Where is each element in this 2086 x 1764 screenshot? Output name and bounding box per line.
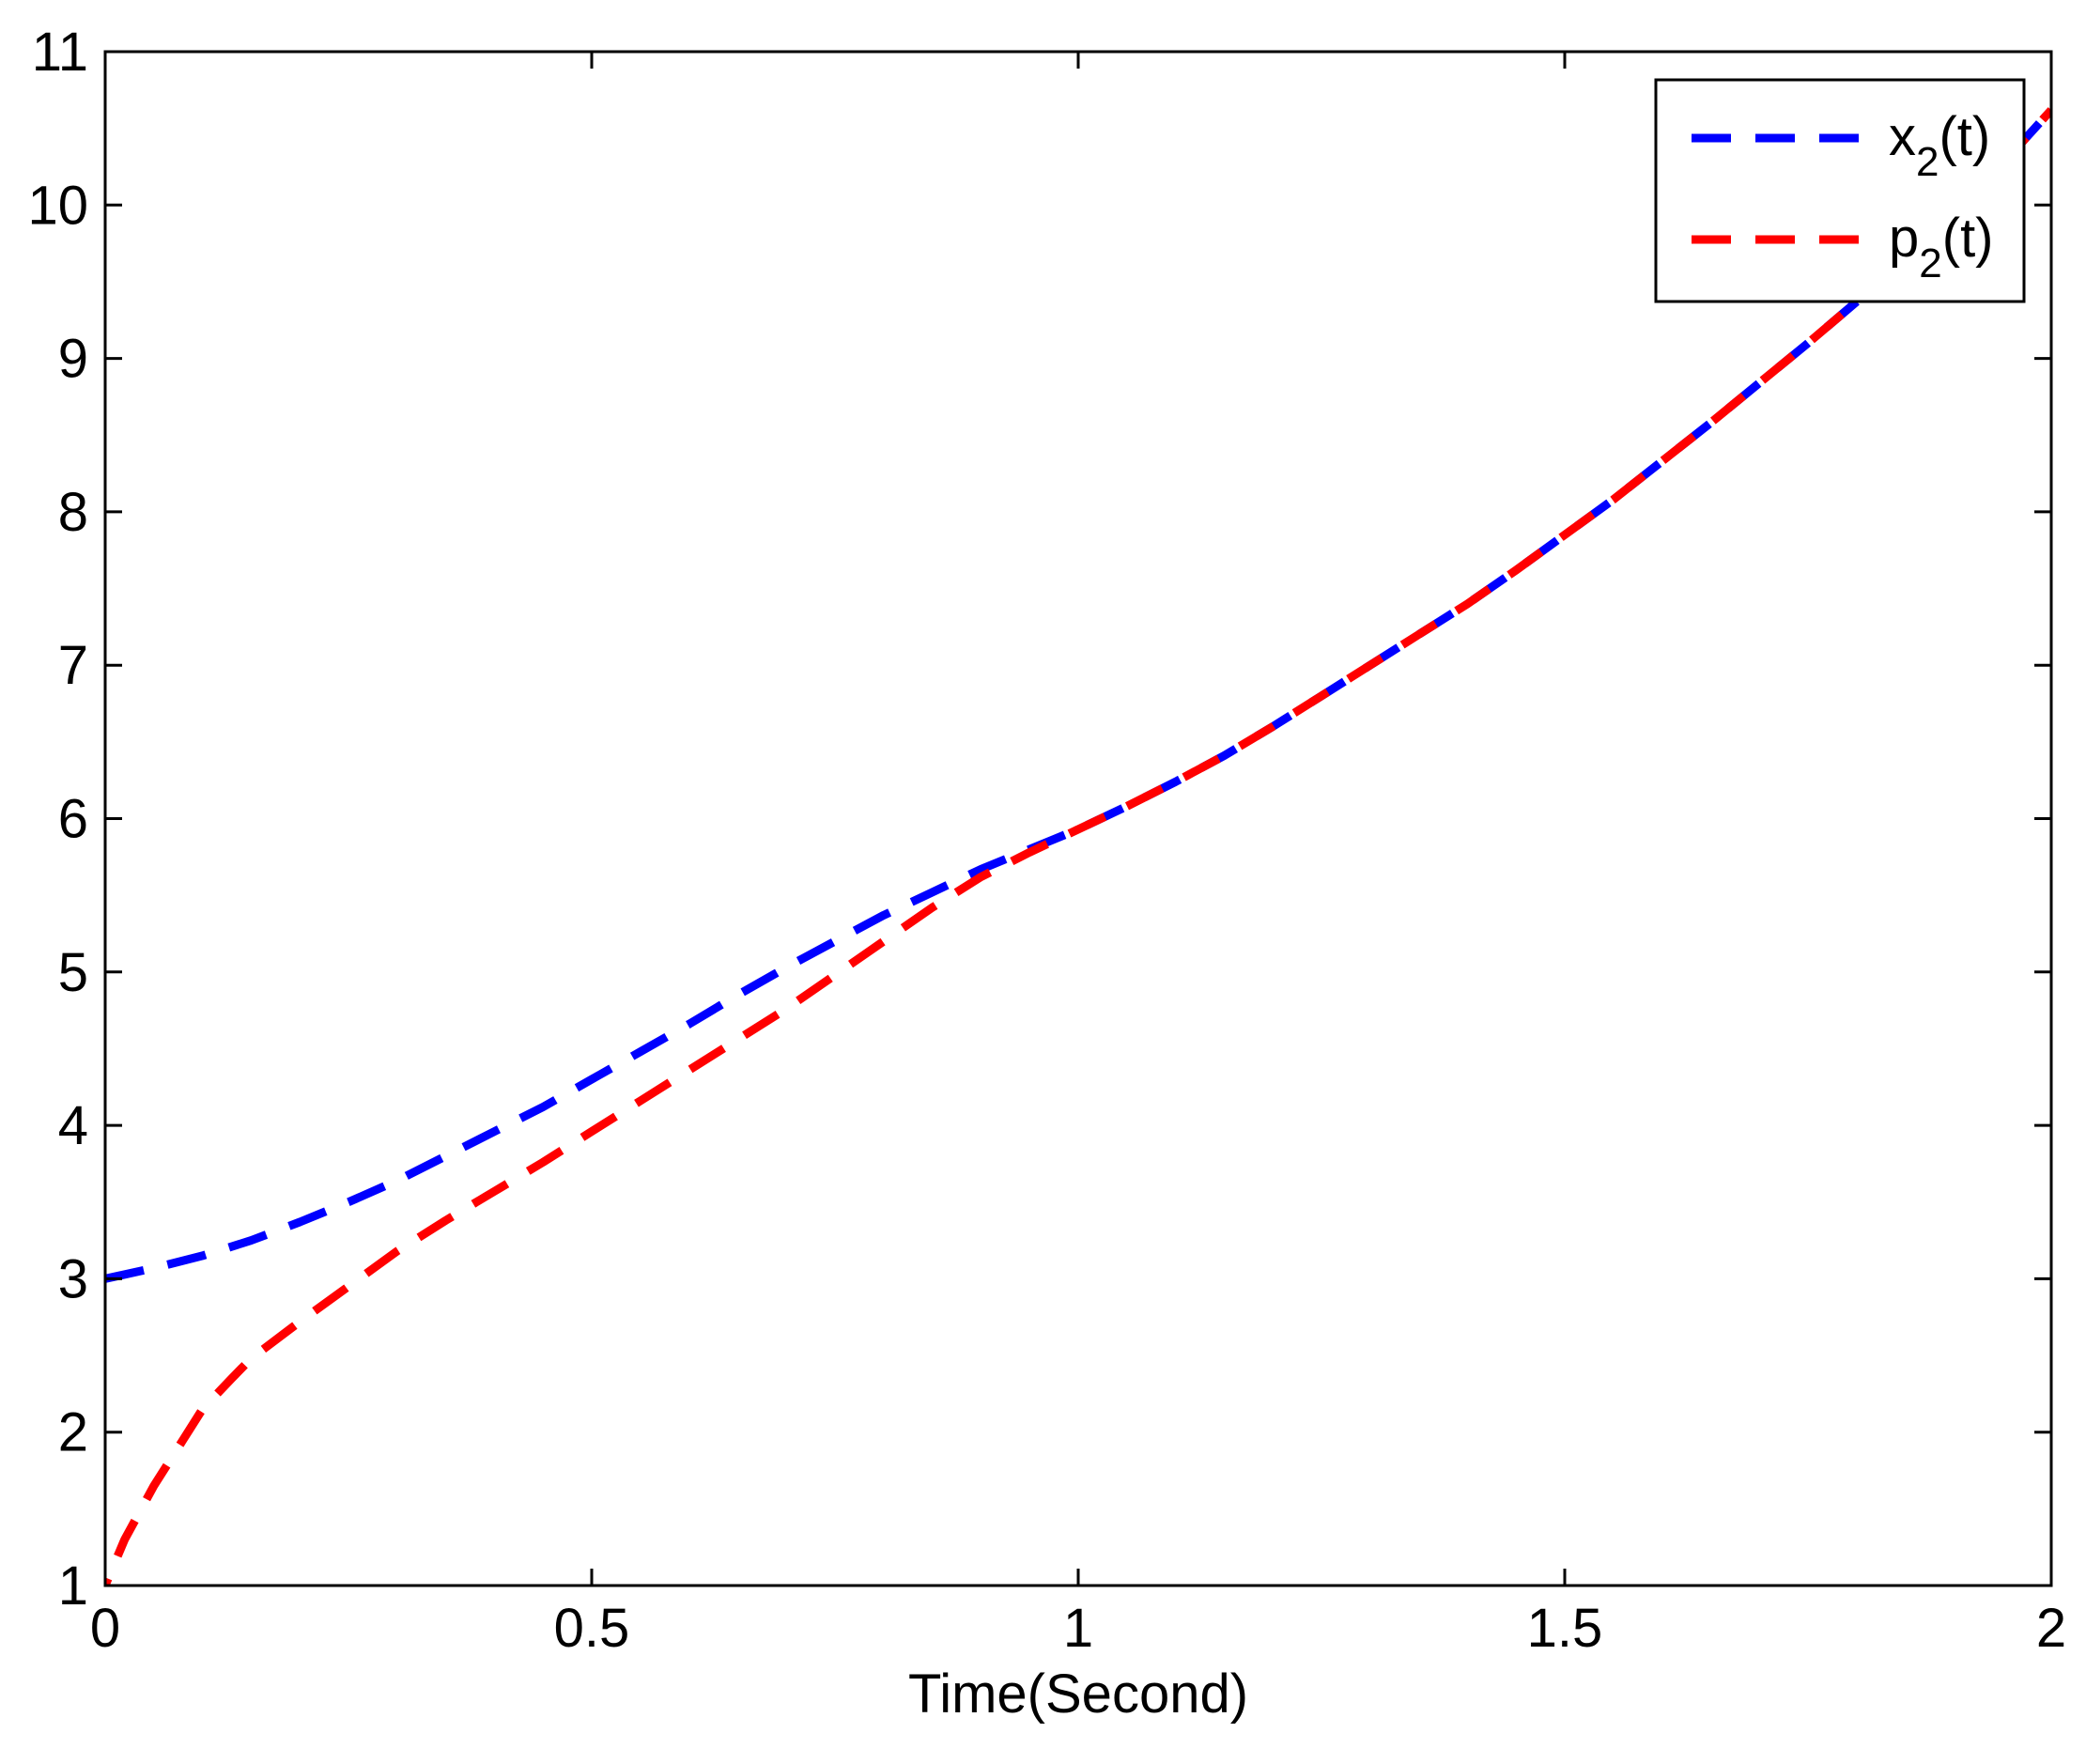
- x-tick-label: 1.5: [1527, 1598, 1603, 1659]
- y-tick-label: 11: [32, 22, 88, 83]
- x-axis-title: Time(Second): [908, 1663, 1248, 1725]
- y-tick-label: 4: [58, 1095, 88, 1156]
- y-tick-label: 5: [58, 942, 88, 1003]
- y-tick-label: 1: [58, 1555, 88, 1617]
- y-tick-label: 10: [27, 175, 88, 236]
- y-tick-label: 9: [58, 329, 88, 390]
- y-tick-label: 2: [58, 1402, 88, 1463]
- x-tick-label: 1: [1063, 1598, 1093, 1659]
- y-tick-label: 8: [58, 482, 88, 543]
- y-tick-label: 3: [58, 1248, 88, 1309]
- x-tick-label: 0: [90, 1598, 120, 1659]
- y-tick-label: 6: [58, 789, 88, 850]
- x-tick-label: 0.5: [554, 1598, 630, 1659]
- x-tick-label: 2: [2036, 1598, 2066, 1659]
- y-tick-label: 7: [58, 635, 88, 696]
- legend: x2(t)p2(t): [1656, 80, 2024, 302]
